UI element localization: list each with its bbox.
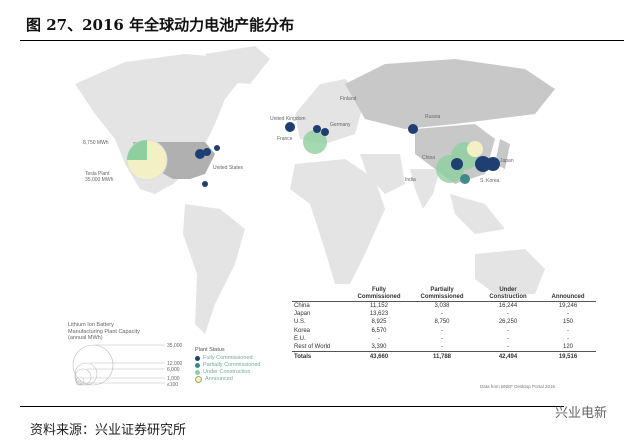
status-partially: Partially Commissioned: [195, 362, 260, 369]
row-label: China: [294, 303, 310, 309]
cell: 8,750: [434, 319, 450, 326]
russia: [345, 59, 555, 129]
row-label: E.U.: [294, 335, 306, 342]
watermark: 兴业电新: [555, 406, 608, 421]
cap-100: ≤100: [167, 382, 178, 388]
source-rule: [20, 406, 564, 407]
label-japan: Japan: [500, 158, 514, 164]
se-asia: [450, 194, 505, 234]
cell: 13,623: [369, 311, 389, 318]
cap-1000: 1,000: [167, 376, 180, 382]
cell: -: [378, 335, 380, 342]
capacity-table: Fully Commissioned Partially Commissioned…: [292, 287, 596, 363]
cell: 6,570: [371, 327, 387, 334]
table-row: Japan 13,623 - - -: [292, 310, 596, 318]
label-us: United States: [213, 165, 244, 171]
label-india: India: [405, 177, 416, 183]
cap-35000: 35,000: [167, 343, 183, 349]
cell: -: [567, 311, 569, 318]
cell: -: [507, 335, 509, 342]
africa: [290, 159, 385, 284]
table-row: Korea 6,570 - - -: [292, 327, 596, 335]
status-announced: Announced: [195, 376, 260, 383]
cell: 8,925: [371, 319, 387, 326]
row-label: Rest of World: [294, 344, 331, 351]
row-label: U.S.: [294, 319, 306, 326]
label-france: France: [277, 136, 293, 142]
announced-dot-icon: [195, 376, 202, 383]
cell: 26,250: [498, 319, 518, 326]
cell: -: [567, 327, 569, 334]
cell: -: [507, 327, 509, 334]
capacity-legend-circles: [72, 344, 165, 386]
cap-6000: 6,000: [167, 367, 180, 373]
cell: 3,038: [434, 303, 450, 309]
capacity-legend-title: Lithium Ion Battery Manufacturing Plant …: [68, 322, 140, 341]
label-germany: Germany: [330, 122, 351, 128]
table-row: China 11,152 3,038 16,244 19,246: [292, 302, 596, 311]
cell: -: [567, 335, 569, 342]
tesla-pie: [126, 139, 168, 181]
row-label: Korea: [294, 327, 311, 334]
fully-dot-icon: [195, 356, 200, 361]
status-legend: Plant Status Fully Commissioned Partiall…: [195, 347, 260, 383]
cell: -: [441, 311, 443, 318]
table-totals-row: Totals 43,660 11,788 42,494 19,516: [292, 351, 596, 363]
label-pie-big-1: Tesla Plant: [85, 171, 110, 177]
source-note: 资料来源：兴业证券研究所: [30, 423, 187, 438]
north-america: [75, 54, 245, 194]
title-rule: [20, 40, 624, 41]
south-america: [183, 204, 245, 334]
cell: -: [441, 327, 443, 334]
cell: 150: [562, 319, 573, 326]
label-pie-big-2: 35,000 MWh: [85, 177, 114, 183]
status-legend-title: Plant Status: [195, 347, 225, 353]
cap-12000: 12,000: [167, 361, 183, 367]
table-row: E.U. - - - -: [292, 335, 596, 343]
table-header: Fully Commissioned Partially Commissioned…: [292, 287, 596, 302]
label-pie-small: 8,750 MWh: [83, 140, 109, 146]
india: [410, 169, 440, 209]
cell: 16,244: [498, 303, 518, 309]
middle-east: [360, 154, 405, 194]
cell: -: [441, 335, 443, 342]
partially-dot-icon: [195, 363, 200, 368]
figure-title: 图 27、2016 年全球动力电池产能分布: [26, 16, 295, 34]
label-finland: Finland: [340, 96, 357, 102]
table-row: Rest of World 3,390 - - 120: [292, 343, 596, 352]
table-row: U.S. 8,925 8,750 26,250 150: [292, 318, 596, 326]
label-russia: Russia: [425, 114, 441, 120]
greenland: [205, 46, 270, 84]
cell: 120: [562, 344, 573, 351]
label-uk: United Kingdom: [270, 116, 306, 122]
row-label: Japan: [294, 311, 311, 318]
cell: 3,390: [371, 344, 387, 351]
label-china: China: [422, 155, 435, 161]
cell: 11,152: [370, 303, 388, 309]
cell: 19,246: [558, 303, 578, 309]
plant-markers: [195, 122, 500, 187]
world-map: United Kingdom France Germany Finland Ru…: [72, 46, 555, 388]
status-fully: Fully Commissioned: [195, 355, 260, 362]
europe: [295, 79, 365, 144]
data-credit: Data from BNEF Desktop Portal 2016: [480, 384, 556, 389]
under-dot-icon: [195, 370, 200, 375]
label-korea: S. Korea: [480, 178, 500, 184]
status-under: Under Construction: [195, 369, 260, 376]
cell: -: [441, 344, 443, 351]
australia: [475, 249, 545, 294]
cell: -: [507, 344, 509, 351]
cell: -: [507, 311, 509, 318]
